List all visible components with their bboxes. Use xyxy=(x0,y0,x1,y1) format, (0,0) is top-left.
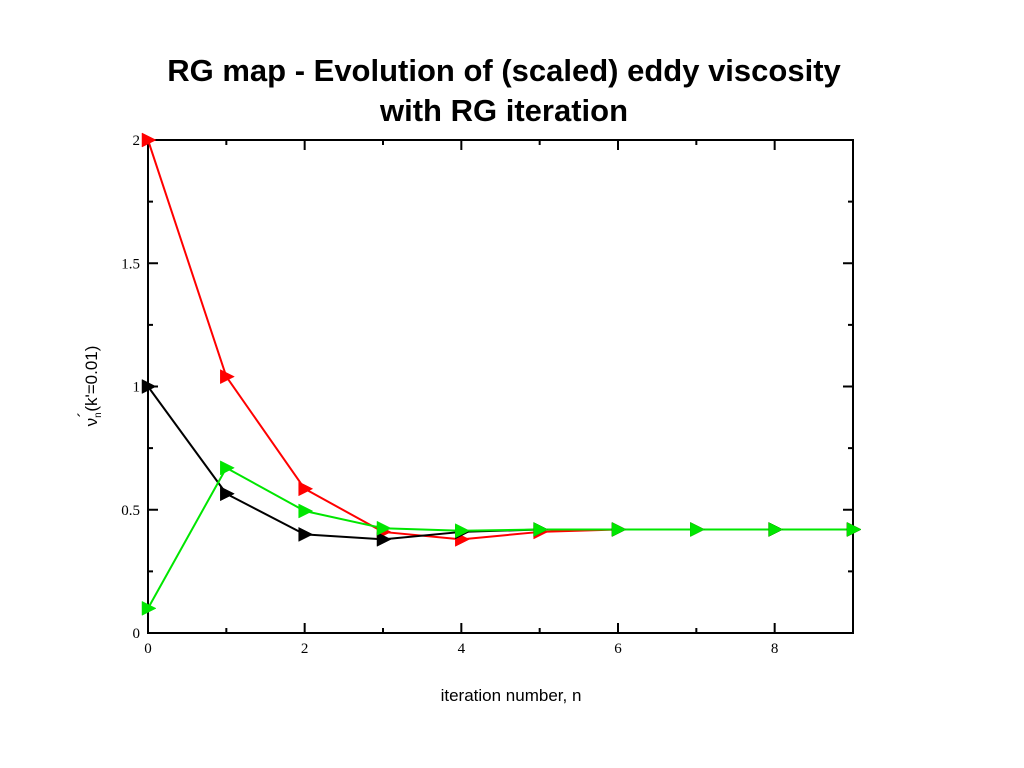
series-1-point xyxy=(141,379,157,394)
x-tick-label: 0 xyxy=(144,641,152,657)
series-1-point xyxy=(220,486,235,502)
series-line-1 xyxy=(147,385,853,541)
series-line-2 xyxy=(147,466,853,609)
series-2-point xyxy=(846,522,862,537)
series-0-point xyxy=(298,481,314,497)
y-axis-prime: ´ xyxy=(75,412,94,418)
chart-title-line-1: RG map - Evolution of (scaled) eddy visc… xyxy=(167,53,841,88)
y-axis-subscript: n xyxy=(93,412,104,418)
series-line-0 xyxy=(147,139,853,541)
y-axis-symbol: ν xyxy=(82,418,101,427)
series-1-point xyxy=(298,526,314,542)
y-tick-label: 1 xyxy=(133,380,141,396)
x-tick-label: 6 xyxy=(614,641,622,657)
series-markers xyxy=(141,132,862,616)
series-2-point xyxy=(690,522,705,537)
y-axis-argument: (k'=0.01) xyxy=(82,346,101,412)
series-2-point xyxy=(533,522,549,537)
x-tick-label: 2 xyxy=(301,641,309,657)
series-lines xyxy=(147,139,853,609)
plot-frame xyxy=(147,139,854,634)
y-tick-label: 1.5 xyxy=(121,256,140,272)
series-2-point xyxy=(611,522,627,537)
series-2-point xyxy=(298,503,314,519)
x-tick-label: 8 xyxy=(771,641,779,657)
x-tick-label: 4 xyxy=(458,641,466,657)
series-2-point xyxy=(376,520,392,536)
chart-title-line-2: with RG iteration xyxy=(380,93,628,128)
y-axis-label: νn´(k'=0.01) xyxy=(75,346,104,427)
y-tick-label: 0 xyxy=(133,626,141,642)
series-0-point xyxy=(141,132,157,148)
series-2-point xyxy=(220,460,235,476)
series-1-point xyxy=(376,531,392,547)
x-axis-label: iteration number, n xyxy=(441,686,582,705)
series-0-point xyxy=(220,369,235,385)
axis-ticks: 0 2 4 6 8 0 0.5 1 1.5 2 xyxy=(121,133,854,657)
y-tick-label: 2 xyxy=(133,133,141,149)
series-2-point xyxy=(455,523,470,539)
y-tick-label: 0.5 xyxy=(121,503,140,519)
series-2-point xyxy=(141,600,157,616)
series-2-point xyxy=(768,522,784,537)
